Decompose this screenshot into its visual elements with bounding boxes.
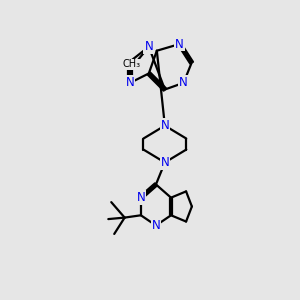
- Text: N: N: [152, 219, 160, 232]
- Text: N: N: [160, 156, 169, 169]
- Text: N: N: [136, 191, 145, 204]
- Text: N: N: [179, 76, 188, 89]
- Text: N: N: [175, 38, 184, 50]
- Text: CH₃: CH₃: [122, 59, 140, 69]
- Text: N: N: [144, 40, 153, 53]
- Text: N: N: [126, 76, 134, 89]
- Text: N: N: [160, 119, 169, 132]
